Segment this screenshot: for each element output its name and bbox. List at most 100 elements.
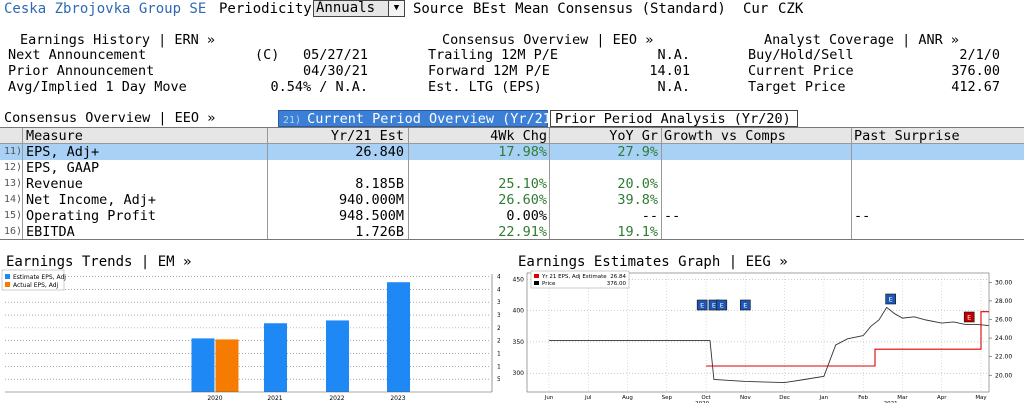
periodicity-label: Periodicity — [219, 1, 312, 17]
row-number: 12) — [4, 162, 23, 173]
est-ltg-label: Est. LTG (EPS) — [428, 79, 542, 95]
analyst-coverage-link[interactable]: Analyst Coverage | ANR » — [764, 32, 960, 48]
earnings-estimates-graph-title[interactable]: Earnings Estimates Graph | EEG » — [518, 254, 788, 270]
table-row[interactable]: 14) Net Income, Adj+ 940.000M 26.60% 39.… — [0, 192, 1024, 208]
col-growth-vs-comps[interactable]: Growth vs Comps — [664, 128, 786, 144]
col-estimate[interactable]: Yr/21 Est — [330, 128, 404, 144]
row-estimate: 948.500M — [338, 208, 404, 224]
buy-hold-sell-value: 2/1/0 — [959, 47, 1000, 63]
row-4wk-change: 0.00% — [506, 208, 547, 224]
currency-value[interactable]: CZK — [778, 1, 804, 17]
x-tick-label: Jun — [544, 395, 554, 401]
row-estimate: 26.840 — [355, 144, 404, 160]
row-number: 16) — [4, 226, 23, 237]
left-tick-label: 350 — [513, 339, 525, 346]
x-tick-label: Feb — [858, 395, 868, 401]
row-estimate: 940.000M — [338, 192, 404, 208]
right-tick-label: 22.00 — [995, 354, 1012, 361]
col-yoy-growth[interactable]: YoY Gr — [609, 128, 658, 144]
x-tick-label: Sep — [662, 395, 673, 401]
earnings-estimates-graph: E E E EEE 30035040045020.0022.0024.0026.002… — [513, 270, 1012, 403]
row-measure: Operating Profit — [26, 208, 157, 224]
tab-current-label: Current Period Overview (Yr/21) — [307, 111, 560, 127]
chevron-down-icon[interactable]: ▼ — [388, 1, 404, 16]
column-divider — [661, 128, 662, 239]
col-measure[interactable]: Measure — [26, 128, 83, 144]
x-tick-label: Aug — [622, 395, 633, 401]
table-row[interactable]: 13) Revenue 8.185B 25.10% 20.0% — [0, 176, 1024, 192]
x-tick-label: Nov — [740, 395, 751, 401]
x-tick-label: Jan — [819, 395, 829, 401]
column-divider — [851, 128, 852, 239]
consensus-overview-link[interactable]: Consensus Overview | EEO » — [442, 32, 654, 48]
table-row[interactable]: 15) Operating Profit 948.500M 0.00% -- -… — [0, 208, 1024, 224]
row-number: 11) — [4, 146, 23, 157]
table-row[interactable]: 12) EPS, GAAP — [0, 160, 1024, 176]
row-measure: Net Income, Adj+ — [26, 192, 157, 208]
row-4wk-change: 26.60% — [498, 192, 547, 208]
right-tick-label: 26.00 — [995, 316, 1012, 323]
row-number: 14) — [4, 194, 23, 205]
estimate-bar — [191, 338, 215, 392]
earnings-history-link[interactable]: Earnings History | ERN » — [20, 32, 216, 48]
col-past-surprise[interactable]: Past Surprise — [854, 128, 960, 144]
legend-swatch-actual — [5, 282, 10, 287]
legend-actual-label: Actual EPS, Adj — [13, 282, 59, 289]
column-divider — [549, 128, 550, 239]
price-line — [549, 306, 989, 384]
y-tick-label: 45 — [497, 274, 500, 281]
legend-price-label: Price — [542, 281, 556, 287]
row-yoy-growth: 27.9% — [617, 144, 658, 160]
y-tick-label: 20 — [497, 338, 500, 345]
earnings-event-label: E — [712, 302, 716, 310]
periodicity-select[interactable]: Annuals ▼ — [313, 0, 405, 17]
row-4wk-change: 22.91% — [498, 224, 547, 240]
graph-legend: Yr 21 EPS, Adj Estimate 26.84 Price 376.… — [530, 270, 630, 289]
column-divider — [267, 128, 268, 239]
x-tick-label: 2023 — [390, 395, 405, 402]
row-4wk-change: 25.10% — [498, 176, 547, 192]
company-name[interactable]: Ceska Zbrojovka Group SE — [4, 1, 207, 17]
legend-estimate-value: 26.84 — [610, 274, 626, 280]
next-announcement-value: 05/27/21 — [302, 47, 368, 63]
legend-estimate-label: Yr 21 EPS, Adj Estimate — [541, 274, 607, 280]
x-tick-label: Dec — [779, 395, 790, 401]
earnings-event-marker — [885, 293, 896, 305]
legend-price-value: 376.00 — [607, 281, 627, 287]
row-measure: EPS, Adj+ — [26, 144, 100, 160]
row-measure: Revenue — [26, 176, 83, 192]
row-yoy-growth: 39.8% — [617, 192, 658, 208]
estimate-line — [706, 311, 989, 367]
row-measure: EPS, GAAP — [26, 160, 100, 176]
earnings-event-marker — [963, 311, 975, 323]
target-price-value: 412.67 — [951, 79, 1000, 95]
next-announcement-flag: (C) — [255, 47, 280, 63]
row-estimate: 8.185B — [355, 176, 404, 192]
row-4wk-change: 17.98% — [498, 144, 547, 160]
left-tick-label: 300 — [513, 370, 525, 377]
x-tick-label: 2020 — [207, 395, 222, 402]
current-price-label: Current Price — [748, 63, 854, 79]
est-ltg-value: N.A. — [657, 79, 690, 95]
earnings-trends-title[interactable]: Earnings Trends | EM » — [6, 254, 192, 270]
row-yoy-growth: 20.0% — [617, 176, 658, 192]
table-row[interactable]: 11) EPS, Adj+ 26.840 17.98% 27.9% — [0, 144, 1024, 160]
row-estimate: 1.726B — [355, 224, 404, 240]
x-tick-label: Jul — [584, 395, 592, 401]
source-value[interactable]: BEst Mean Consensus (Standard) — [473, 1, 726, 17]
consensus-overview-title[interactable]: Consensus Overview | EEO » — [4, 110, 216, 126]
col-4wk-change[interactable]: 4Wk Chg — [490, 128, 547, 144]
legend-box — [1, 269, 65, 291]
table-row[interactable]: 16) EBITDA 1.726B 22.91% 19.1% — [0, 224, 1024, 240]
row-number: 15) — [4, 210, 23, 221]
row-yoy-growth: 19.1% — [617, 224, 658, 240]
earnings-event-label: E — [720, 302, 724, 310]
earnings-event-label: E — [967, 314, 971, 322]
legend-swatch-price — [534, 281, 539, 285]
tab-prior-period[interactable]: Prior Period Analysis (Yr/20) — [550, 110, 798, 127]
trailing-pe-label: Trailing 12M P/E — [428, 47, 559, 63]
target-price-label: Target Price — [748, 79, 846, 95]
row-yoy-growth: -- — [641, 208, 658, 224]
tab-current-period[interactable]: 21) Current Period Overview (Yr/21) — [278, 110, 559, 127]
forward-pe-label: Forward 12M P/E — [428, 63, 550, 79]
